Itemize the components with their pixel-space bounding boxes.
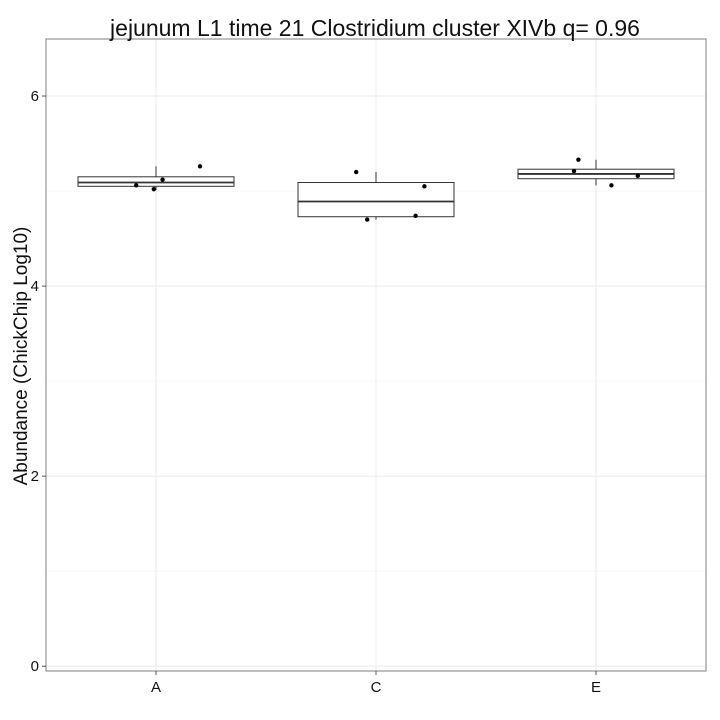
box-e: [517, 159, 675, 186]
data-point: [354, 169, 359, 175]
data-point: [413, 213, 418, 218]
data-point: [134, 183, 139, 188]
box-a: [77, 166, 235, 191]
y-axis-label: Abundance (ChickChip Log10): [11, 227, 32, 486]
y-tick-label: 4: [31, 278, 39, 295]
x-tick-label: E: [591, 679, 601, 696]
chart-title: jejunum L1 time 21 Clostridium cluster X…: [109, 15, 640, 41]
data-point: [151, 186, 156, 192]
box-c: [297, 172, 455, 220]
y-tick-label: 6: [31, 88, 39, 105]
box-layer: [77, 159, 675, 220]
data-point: [609, 183, 614, 188]
y-tick-label: 0: [31, 658, 39, 675]
x-tick-label: C: [371, 679, 382, 696]
data-point: [197, 164, 203, 169]
point-layer: [134, 157, 640, 222]
data-point: [160, 177, 165, 182]
data-point: [365, 217, 370, 222]
grid-layer: [46, 39, 706, 671]
data-point: [571, 168, 577, 174]
y-tick-label: 2: [31, 468, 39, 485]
axis-layer: 0 2 4 6 A C E: [31, 88, 601, 696]
data-point: [635, 173, 640, 179]
data-point: [576, 157, 581, 162]
interquartile-box: [297, 182, 455, 218]
x-tick-label: A: [151, 679, 161, 696]
interquartile-box: [77, 176, 235, 187]
data-point: [422, 184, 427, 189]
